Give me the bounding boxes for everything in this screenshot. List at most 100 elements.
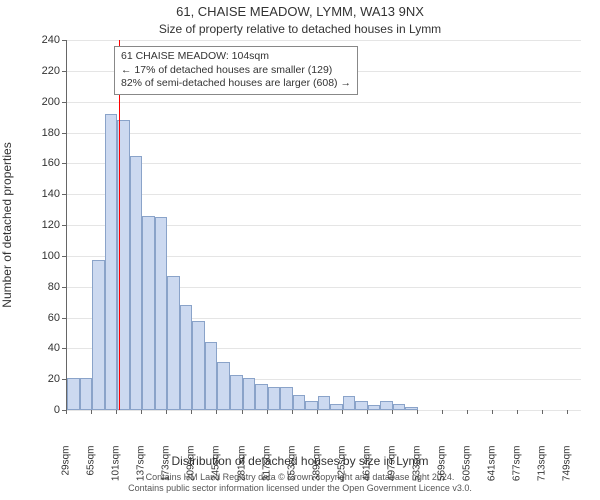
x-tick-label: 353sqm [286,446,297,496]
y-tick-mark [62,194,66,195]
x-tick-label: 749sqm [562,446,573,496]
histogram-bar [67,378,80,410]
page-title: 61, CHAISE MEADOW, LYMM, WA13 9NX [0,4,600,19]
x-tick-mark [242,410,243,414]
x-tick-label: 389sqm [311,446,322,496]
x-tick-label: 317sqm [261,446,272,496]
y-tick-label: 180 [30,127,60,139]
x-tick-mark [342,410,343,414]
x-tick-label: 173sqm [161,446,172,496]
x-tick-label: 209sqm [186,446,197,496]
x-tick-label: 641sqm [487,446,498,496]
histogram-bar [305,401,318,410]
x-tick-mark [191,410,192,414]
property-marker-line [119,40,120,410]
y-tick-mark [62,71,66,72]
y-tick-label: 100 [30,250,60,262]
x-tick-label: 137sqm [136,446,147,496]
y-tick-mark [62,348,66,349]
gridline [67,102,581,103]
y-tick-mark [62,133,66,134]
histogram-bar [368,405,381,410]
x-tick-mark [492,410,493,414]
x-tick-mark [517,410,518,414]
histogram-bar [130,156,143,410]
x-tick-label: 281sqm [236,446,247,496]
histogram-bar [343,396,356,410]
y-tick-label: 200 [30,96,60,108]
histogram-bar [217,362,230,410]
x-tick-mark [267,410,268,414]
histogram-bar [355,401,368,410]
histogram-bar [280,387,293,410]
histogram-bar [268,387,281,410]
histogram-bar [155,217,168,410]
y-tick-label: 40 [30,342,60,354]
gridline [67,133,581,134]
histogram-bar [92,260,105,410]
x-tick-mark [442,410,443,414]
x-tick-mark [467,410,468,414]
y-tick-mark [62,163,66,164]
x-tick-label: 461sqm [361,446,372,496]
y-tick-mark [62,40,66,41]
annotation-line: 61 CHAISE MEADOW: 104sqm [121,50,351,64]
histogram-bar [255,384,268,410]
x-tick-label: 569sqm [437,446,448,496]
histogram-bar [142,216,155,410]
gridline [67,40,581,41]
y-tick-label: 240 [30,34,60,46]
y-tick-mark [62,287,66,288]
y-tick-label: 160 [30,157,60,169]
x-tick-mark [417,410,418,414]
x-tick-mark [317,410,318,414]
histogram-bar [293,395,306,410]
annotation-line: 82% of semi-detached houses are larger (… [121,77,351,91]
gridline [67,163,581,164]
y-tick-mark [62,379,66,380]
x-tick-mark [542,410,543,414]
gridline [67,410,581,411]
x-tick-mark [141,410,142,414]
y-tick-label: 140 [30,188,60,200]
histogram-bar [318,396,331,410]
x-tick-label: 677sqm [512,446,523,496]
x-tick-mark [66,410,67,414]
x-tick-label: 245sqm [211,446,222,496]
x-tick-label: 29sqm [61,446,72,496]
x-tick-label: 425sqm [336,446,347,496]
x-tick-mark [292,410,293,414]
y-tick-mark [62,318,66,319]
x-tick-mark [392,410,393,414]
histogram-bar [192,321,205,410]
histogram-bar [243,378,256,410]
gridline [67,194,581,195]
x-tick-label: 605sqm [462,446,473,496]
x-tick-label: 713sqm [537,446,548,496]
x-tick-label: 533sqm [412,446,423,496]
histogram-bar [230,375,243,410]
chart-subtitle: Size of property relative to detached ho… [0,22,600,36]
x-tick-mark [166,410,167,414]
y-tick-label: 80 [30,281,60,293]
y-tick-mark [62,256,66,257]
x-tick-label: 497sqm [386,446,397,496]
x-tick-mark [116,410,117,414]
x-tick-mark [216,410,217,414]
x-tick-mark [567,410,568,414]
histogram-bar [80,378,93,410]
chart-root: 61, CHAISE MEADOW, LYMM, WA13 9NX Size o… [0,0,600,500]
y-tick-label: 120 [30,219,60,231]
y-tick-label: 20 [30,373,60,385]
histogram-bar [180,305,193,410]
annotation-box: 61 CHAISE MEADOW: 104sqm ← 17% of detach… [114,46,358,95]
x-tick-label: 65sqm [86,446,97,496]
y-tick-label: 0 [30,404,60,416]
y-tick-mark [62,225,66,226]
x-tick-mark [91,410,92,414]
y-tick-mark [62,102,66,103]
histogram-bar [167,276,180,410]
y-tick-label: 60 [30,312,60,324]
histogram-bar [380,401,393,410]
x-tick-mark [367,410,368,414]
